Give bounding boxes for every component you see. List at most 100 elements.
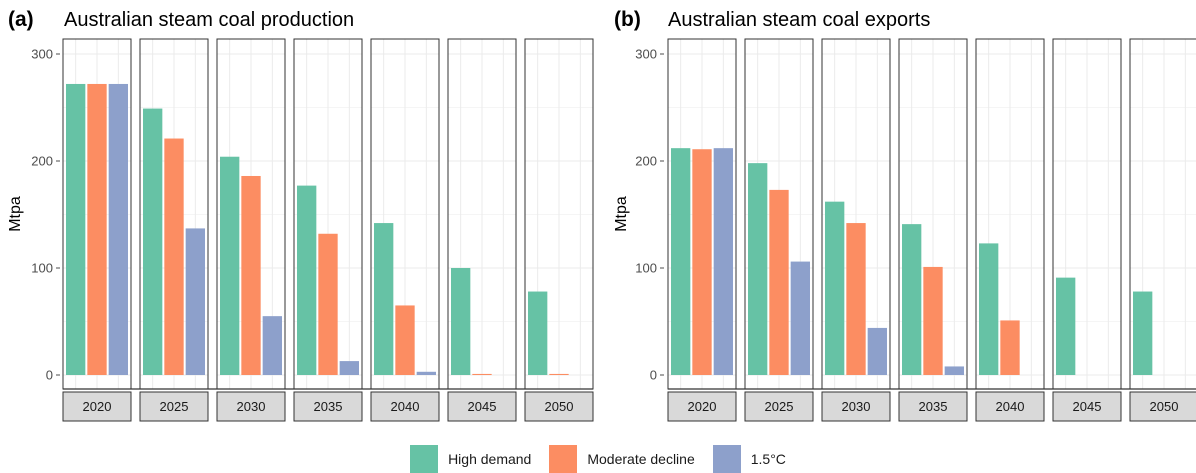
panel-a-facet-2025	[139, 38, 209, 422]
legend-key-moderate-decline	[549, 445, 578, 473]
bar-high-demand-2030	[220, 156, 240, 375]
panel-a-ytick-label: 0	[46, 368, 53, 383]
bar-1-5-c-2040	[416, 371, 436, 375]
panel-b-facet-2035	[898, 38, 968, 422]
panel-b-ytick-label: 0	[650, 368, 657, 383]
bar-high-demand-2030	[825, 201, 845, 375]
facet-strip-label: 2025	[765, 399, 794, 414]
facet-strip	[975, 391, 1045, 422]
bar-1-5-c-2030	[262, 316, 282, 375]
bar-moderate-decline-2035	[318, 233, 338, 375]
legend-label-1-5c: 1.5°C	[750, 451, 786, 467]
bar-moderate-decline-2040	[1000, 320, 1020, 375]
legend-label-high-demand: High demand	[448, 451, 532, 467]
facet-strip-label: 2040	[996, 399, 1025, 414]
panel-a-title: Australian steam coal production	[64, 9, 354, 31]
legend-item-moderate-decline: Moderate decline	[549, 445, 695, 473]
panel-b-facet-2030	[821, 38, 891, 422]
bar-high-demand-2025	[748, 163, 768, 375]
facet-strip-label: 2020	[83, 399, 112, 414]
facet-strip-label: 2030	[842, 399, 871, 414]
bar-moderate-decline-2045	[472, 373, 492, 375]
bar-high-demand-2050	[1133, 291, 1153, 375]
facet-strip	[1052, 391, 1122, 422]
bar-high-demand-2025	[143, 108, 163, 375]
bar-moderate-decline-2020	[87, 83, 107, 376]
panel-b-facet-2040	[975, 38, 1045, 422]
facet-strip	[139, 391, 209, 422]
facet-strip-label: 2035	[919, 399, 948, 414]
bar-moderate-decline-2020	[692, 149, 712, 375]
legend-item-high-demand: High demand	[410, 445, 531, 473]
facet-strip	[370, 391, 440, 422]
panel-a-facet-2040	[370, 38, 440, 422]
bar-moderate-decline-2040	[395, 305, 415, 375]
bar-1-5-c-2035	[339, 361, 359, 375]
panel-b-facet-2050	[1129, 38, 1196, 422]
bar-high-demand-2045	[1056, 277, 1076, 375]
facet-strip-label: 2025	[160, 399, 189, 414]
bar-high-demand-2040	[374, 223, 394, 375]
facet-strip-label: 2050	[545, 399, 574, 414]
bar-moderate-decline-2025	[769, 189, 789, 375]
panel-a-facet-2020	[62, 38, 132, 422]
panel-b-title: Australian steam coal exports	[668, 9, 930, 31]
facet-strip-label: 2030	[237, 399, 266, 414]
facet-strip	[524, 391, 594, 422]
panel-a-facet-2045	[447, 38, 517, 422]
legend-label-moderate-decline: Moderate decline	[587, 451, 695, 467]
bar-high-demand-2035	[297, 185, 317, 375]
panel-a-ytick-label: 100	[31, 261, 53, 276]
bar-high-demand-2050	[528, 291, 548, 375]
bar-1-5-c-2035	[944, 366, 964, 375]
facet-strip-label: 2050	[1150, 399, 1179, 414]
panel-a-facet-2050	[524, 38, 594, 422]
facet-strip-label: 2020	[688, 399, 717, 414]
panel-b-facet-2025	[744, 38, 814, 422]
facet-strip	[216, 391, 286, 422]
panel-a-tag: (a)	[8, 8, 34, 31]
legend: High demand Moderate decline 1.5°C	[0, 445, 1196, 473]
bar-1-5-c-2025	[790, 261, 810, 375]
facet-strip	[821, 391, 891, 422]
bar-high-demand-2045	[451, 268, 471, 375]
panel-b-ytick-label: 300	[635, 47, 657, 62]
bar-moderate-decline-2030	[846, 223, 866, 375]
panel-a-ytick-label: 300	[31, 47, 53, 62]
panel-b-ytick-label: 200	[635, 154, 657, 169]
facet-strip	[1129, 391, 1196, 422]
panel-a-facet-2035	[293, 38, 363, 422]
bar-1-5-c-2020	[713, 148, 733, 375]
facet-strip	[744, 391, 814, 422]
facet-strip-label: 2045	[1073, 399, 1102, 414]
bar-1-5-c-2020	[108, 83, 128, 376]
facet-strip	[898, 391, 968, 422]
panel-b-ytick-label: 100	[635, 261, 657, 276]
bar-moderate-decline-2030	[241, 175, 261, 375]
bar-high-demand-2035	[902, 224, 922, 375]
panel-a-ylabel: Mtpa	[7, 196, 24, 232]
bar-moderate-decline-2035	[923, 266, 943, 375]
panel-b-tag: (b)	[614, 8, 641, 31]
panel-b-facet-2020	[667, 38, 737, 422]
facet-strip	[447, 391, 517, 422]
legend-item-1-5c: 1.5°C	[712, 445, 786, 473]
facet-strip	[667, 391, 737, 422]
bar-moderate-decline-2050	[549, 373, 569, 375]
facet-strip	[62, 391, 132, 422]
bar-1-5-c-2030	[867, 327, 887, 375]
bar-1-5-c-2025	[185, 228, 205, 375]
panel-a-facet-2030	[216, 38, 286, 422]
facet-strip-label: 2045	[468, 399, 497, 414]
panel-b-facet-2045	[1052, 38, 1122, 422]
panel-b-ylabel: Mtpa	[613, 196, 630, 232]
legend-key-1-5c	[712, 445, 741, 473]
panel-a-ytick-label: 200	[31, 154, 53, 169]
bar-moderate-decline-2025	[164, 138, 184, 375]
bar-high-demand-2020	[671, 148, 691, 375]
facet-strip-label: 2035	[314, 399, 343, 414]
facet-strip-label: 2040	[391, 399, 420, 414]
bar-high-demand-2020	[66, 83, 86, 376]
bar-high-demand-2040	[979, 243, 999, 375]
